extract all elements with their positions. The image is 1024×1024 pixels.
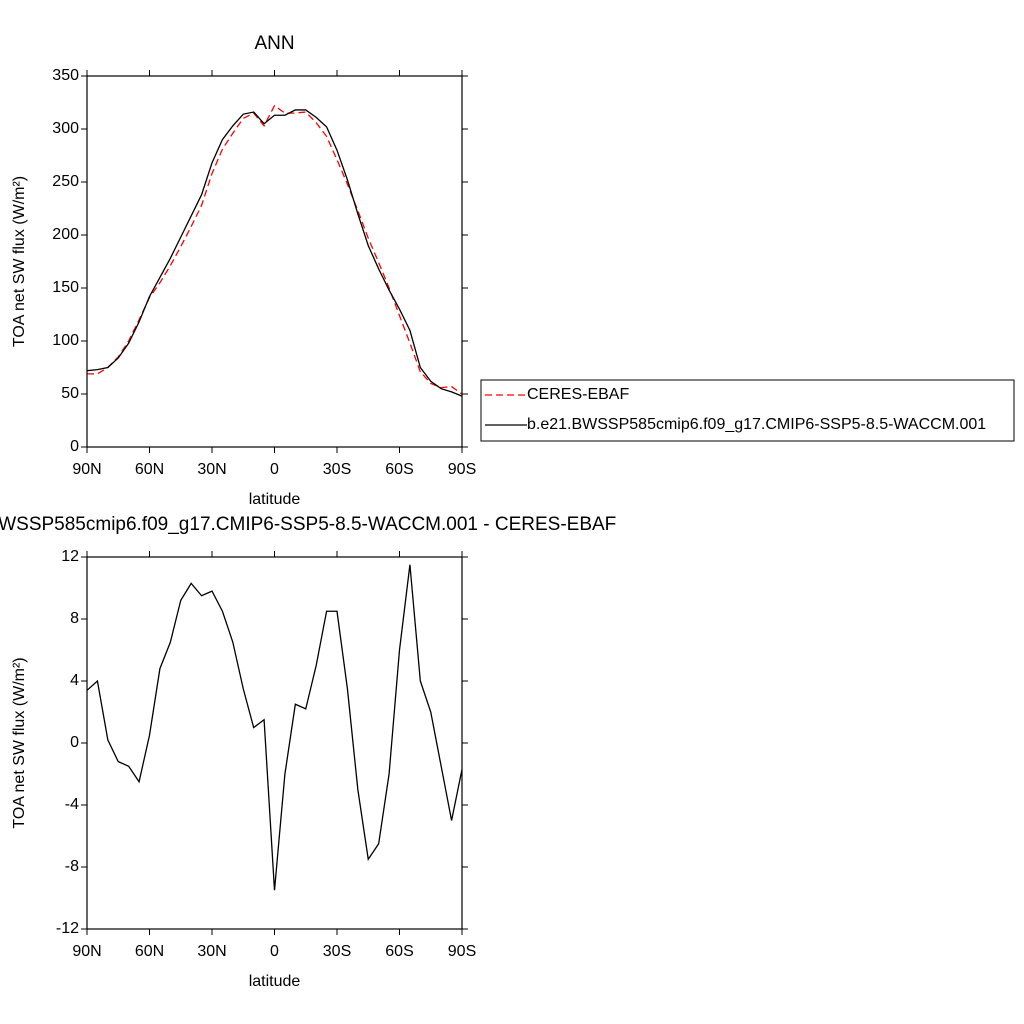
x-axis-label: latitude bbox=[249, 973, 301, 990]
y-axis-label: TOA net SW flux (W/m²) bbox=[11, 657, 28, 828]
y-tick-label: 0 bbox=[70, 734, 79, 751]
legend-label: CERES-EBAF bbox=[527, 386, 629, 403]
data-line bbox=[87, 104, 463, 395]
y-tick-label: -8 bbox=[65, 858, 79, 875]
x-tick-label: 60S bbox=[385, 943, 413, 960]
y-tick-label: 12 bbox=[61, 548, 79, 565]
x-tick-label: 30N bbox=[197, 461, 226, 478]
x-tick-label: 0 bbox=[270, 461, 279, 478]
y-tick-label: 350 bbox=[52, 67, 79, 84]
x-tick-label: 30S bbox=[323, 943, 351, 960]
x-axis-label: latitude bbox=[249, 491, 301, 508]
chart-title: ANN bbox=[254, 33, 294, 54]
plot-frame bbox=[86, 75, 463, 448]
y-tick-label: 150 bbox=[52, 279, 79, 296]
x-tick-label: 90S bbox=[448, 461, 476, 478]
x-tick-label: 60S bbox=[385, 461, 413, 478]
x-tick-label: 90N bbox=[72, 461, 101, 478]
x-tick-label: 90N bbox=[72, 943, 101, 960]
y-tick-label: 8 bbox=[70, 610, 79, 627]
x-tick-label: 60N bbox=[135, 943, 164, 960]
data-line bbox=[86, 564, 463, 891]
y-tick-label: 0 bbox=[70, 438, 79, 455]
y-tick-label: 300 bbox=[52, 120, 79, 137]
y-tick-label: 4 bbox=[70, 672, 79, 689]
y-tick-label: 200 bbox=[52, 226, 79, 243]
x-tick-label: 30N bbox=[197, 943, 226, 960]
y-tick-label: 50 bbox=[61, 385, 79, 402]
y-tick-label: 100 bbox=[52, 332, 79, 349]
chart-title: b.e21.BWSSP585cmip6.f09_g17.CMIP6-SSP5-8… bbox=[0, 514, 616, 535]
y-tick-label: -4 bbox=[65, 796, 79, 813]
y-tick-label: -12 bbox=[56, 920, 79, 937]
y-axis-label: TOA net SW flux (W/m²) bbox=[11, 176, 28, 347]
x-tick-label: 60N bbox=[135, 461, 164, 478]
x-tick-label: 0 bbox=[270, 943, 279, 960]
legend-box bbox=[480, 379, 1015, 442]
data-line bbox=[86, 109, 463, 397]
legend-label: b.e21.BWSSP585cmip6.f09_g17.CMIP6-SSP5-8… bbox=[527, 416, 986, 433]
x-tick-label: 90S bbox=[448, 943, 476, 960]
plot-frame bbox=[86, 556, 463, 930]
y-tick-label: 250 bbox=[52, 173, 79, 190]
x-tick-label: 30S bbox=[323, 461, 351, 478]
